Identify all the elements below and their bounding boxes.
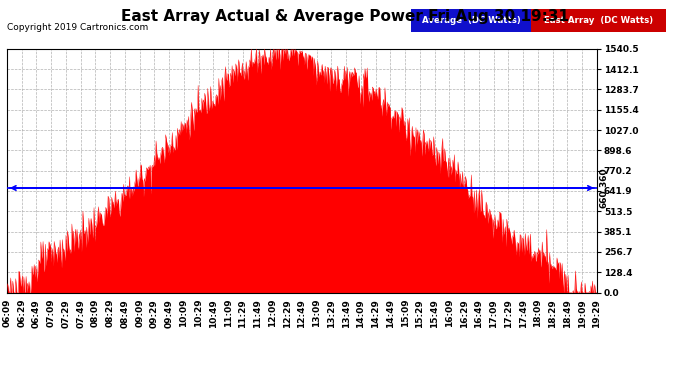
- Text: Copyright 2019 Cartronics.com: Copyright 2019 Cartronics.com: [7, 22, 148, 32]
- Text: 660.360: 660.360: [0, 168, 2, 208]
- Text: 660.360: 660.360: [600, 168, 609, 208]
- Text: East Array Actual & Average Power Fri Aug 30 19:31: East Array Actual & Average Power Fri Au…: [121, 9, 569, 24]
- Text: Average  (DC Watts): Average (DC Watts): [422, 16, 520, 25]
- Text: East Array  (DC Watts): East Array (DC Watts): [544, 16, 653, 25]
